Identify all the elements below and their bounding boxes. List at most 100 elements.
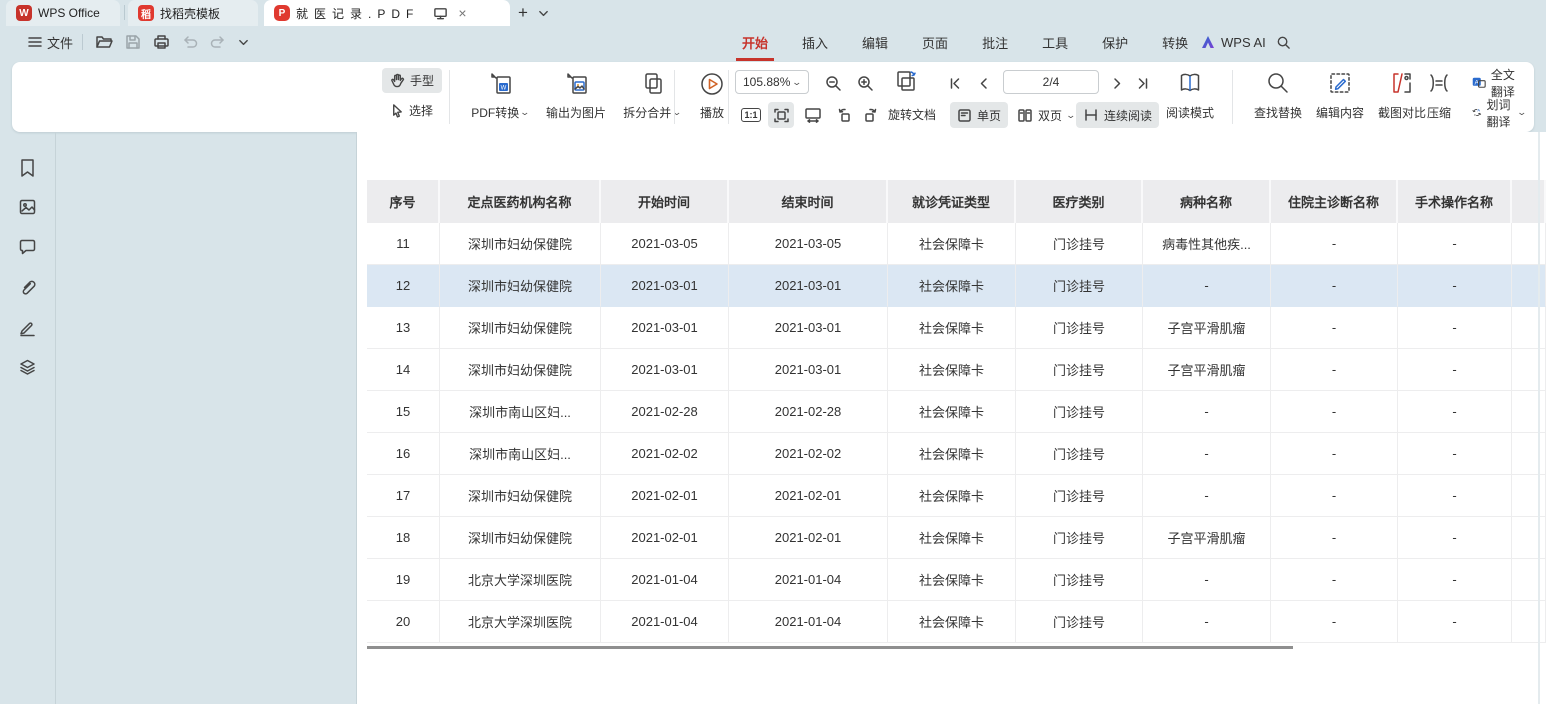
nav-panel-divider[interactable] <box>356 132 357 704</box>
sidebar-divider <box>55 132 56 704</box>
split-merge-button[interactable]: 拆分合并 ⌄ <box>614 67 690 127</box>
word-translate-icon: Ax <box>1472 108 1482 117</box>
menu-item[interactable]: 转换 <box>1162 35 1189 51</box>
rotate-right-button[interactable] <box>858 102 884 128</box>
print-icon[interactable] <box>153 34 170 50</box>
menu-item[interactable]: 编辑 <box>862 35 889 51</box>
undo-icon[interactable] <box>182 35 198 49</box>
play-button[interactable]: 播放 <box>684 67 740 127</box>
select-tool-label: 选择 <box>409 104 434 118</box>
table-row: 20 北京大学深圳医院 2021-01-04 2021-01-04 社会保障卡 门诊挂号 -… <box>367 601 1546 643</box>
edit-content-label: 编辑内容 <box>1315 106 1364 120</box>
rotate-pages-button[interactable] <box>890 67 922 97</box>
read-mode-button[interactable]: 阅读模式 <box>1157 67 1223 127</box>
table-cell: - <box>1271 433 1398 475</box>
table-cell: - <box>1398 349 1512 391</box>
compress-label: 压缩 <box>1426 106 1451 120</box>
vertical-scrollbar[interactable] <box>1538 132 1540 704</box>
menu-search-icon[interactable] <box>1276 35 1291 50</box>
signature-icon[interactable] <box>18 318 37 337</box>
single-page-button[interactable]: 单页 <box>950 102 1009 128</box>
table-cell: 16 <box>367 433 440 475</box>
screenshot-compare-icon <box>1393 73 1411 93</box>
tab-docer[interactable]: 稻 找稻壳模板 <box>128 0 258 26</box>
select-tool-button[interactable]: 选择 <box>382 98 441 123</box>
wps-ai-button[interactable]: WPS AI <box>1200 35 1266 50</box>
zoom-level-combobox[interactable]: 105.88% ⌄ <box>735 70 809 94</box>
fit-page-button[interactable] <box>768 102 794 128</box>
continuous-read-button[interactable]: 连续阅读 <box>1076 102 1160 128</box>
layers-icon[interactable] <box>18 357 37 376</box>
attachment-icon[interactable] <box>18 278 37 297</box>
table-header-row: 序号 定点医药机构名称 开始时间 结束时间 就诊凭证类型 医疗类别 病种名称 住院主诊断名称手… <box>367 180 1546 223</box>
zoom-out-button[interactable] <box>820 70 846 96</box>
save-icon[interactable] <box>125 34 141 50</box>
actual-size-button[interactable]: 1:1 <box>738 102 764 128</box>
pdf-page[interactable]: 序号 定点医药机构名称 开始时间 结束时间 就诊凭证类型 医疗类别 病种名称 住院主诊断名称手… <box>357 132 1546 704</box>
comment-icon[interactable] <box>18 238 37 256</box>
edit-content-icon <box>1330 73 1350 93</box>
last-page-button[interactable] <box>1129 70 1155 96</box>
export-image-button[interactable]: 输出为图片 <box>538 67 614 127</box>
table-cell: 社会保障卡 <box>888 475 1016 517</box>
rotate-doc-label[interactable]: 旋转文档 <box>884 102 940 127</box>
table-cell: - <box>1271 265 1398 307</box>
rotate-left-button[interactable] <box>830 102 856 128</box>
open-folder-icon[interactable] <box>95 34 113 50</box>
table-cell: - <box>1143 559 1271 601</box>
more-chevron-icon[interactable] <box>238 37 249 48</box>
table-cell: - <box>1271 517 1398 559</box>
find-replace-button[interactable]: 查找替换 <box>1240 67 1316 127</box>
table-cell: 门诊挂号 <box>1016 433 1143 475</box>
hamburger-icon <box>28 37 42 47</box>
table-cell: 社会保障卡 <box>888 307 1016 349</box>
export-image-label: 输出为图片 <box>545 106 606 120</box>
menu-item[interactable]: 保护 <box>1102 35 1129 51</box>
menu-item[interactable]: 工具 <box>1042 35 1069 51</box>
menu-item[interactable]: 页面 <box>922 35 949 51</box>
table-cell: 病毒性其他疾... <box>1143 223 1271 265</box>
edit-content-button[interactable]: 编辑内容 <box>1302 67 1378 127</box>
table-header-cell: 手术操作名称 <box>1398 180 1512 223</box>
thumbnails-icon[interactable] <box>18 198 37 216</box>
wps-ai-icon <box>1202 36 1214 48</box>
prev-page-button[interactable] <box>970 70 996 96</box>
close-tab-icon[interactable]: × <box>458 5 467 21</box>
share-screen-icon[interactable] <box>433 6 448 21</box>
new-tab-icon[interactable]: + <box>518 3 528 22</box>
pdf-convert-button[interactable]: W PDF转换 ⌄ <box>462 67 538 127</box>
screenshot-compare-button[interactable]: 截图对比 <box>1364 67 1440 127</box>
table-cell: 17 <box>367 475 440 517</box>
table-cell: - <box>1271 559 1398 601</box>
fit-page-icon <box>773 108 789 122</box>
double-page-button[interactable]: 双页 ⌄ <box>1010 102 1082 128</box>
hand-tool-button[interactable]: 手型 <box>382 68 443 93</box>
rotate-left-icon <box>838 108 850 122</box>
bookmark-icon[interactable] <box>18 158 37 178</box>
zoom-in-button[interactable] <box>852 70 878 96</box>
menu-item[interactable]: 批注 <box>982 35 1009 51</box>
page-number-input[interactable]: 2/4 <box>1003 70 1099 94</box>
next-page-icon <box>1113 77 1120 89</box>
menu-item[interactable]: 插入 <box>802 35 829 51</box>
menu-item[interactable]: 开始 <box>735 29 775 61</box>
tab-wps-office[interactable]: W WPS Office <box>6 0 120 26</box>
table-cell <box>1512 601 1546 643</box>
table-cell: 门诊挂号 <box>1016 307 1143 349</box>
redo-icon[interactable] <box>210 35 226 49</box>
table-cell: - <box>1271 349 1398 391</box>
table-cell: 2021-02-28 <box>601 391 729 433</box>
file-menu-button[interactable]: 文件 <box>28 33 73 52</box>
table-row: 11 深圳市妇幼保健院 2021-03-05 2021-03-05 社会保障卡 门诊挂号病… <box>367 223 1546 265</box>
next-page-button[interactable] <box>1104 70 1130 96</box>
compress-button[interactable]: 压缩 <box>1414 67 1464 127</box>
full-translate-button[interactable]: A 全文翻译 <box>1464 68 1534 99</box>
divider <box>82 34 83 50</box>
tab-document-active[interactable]: P 就医记录.PDF × <box>264 0 510 26</box>
tab-list-chevron-icon[interactable] <box>538 0 549 26</box>
table-cell <box>1512 223 1546 265</box>
table-cell: - <box>1143 601 1271 643</box>
first-page-button[interactable] <box>942 70 968 96</box>
fit-width-button[interactable] <box>800 102 826 128</box>
